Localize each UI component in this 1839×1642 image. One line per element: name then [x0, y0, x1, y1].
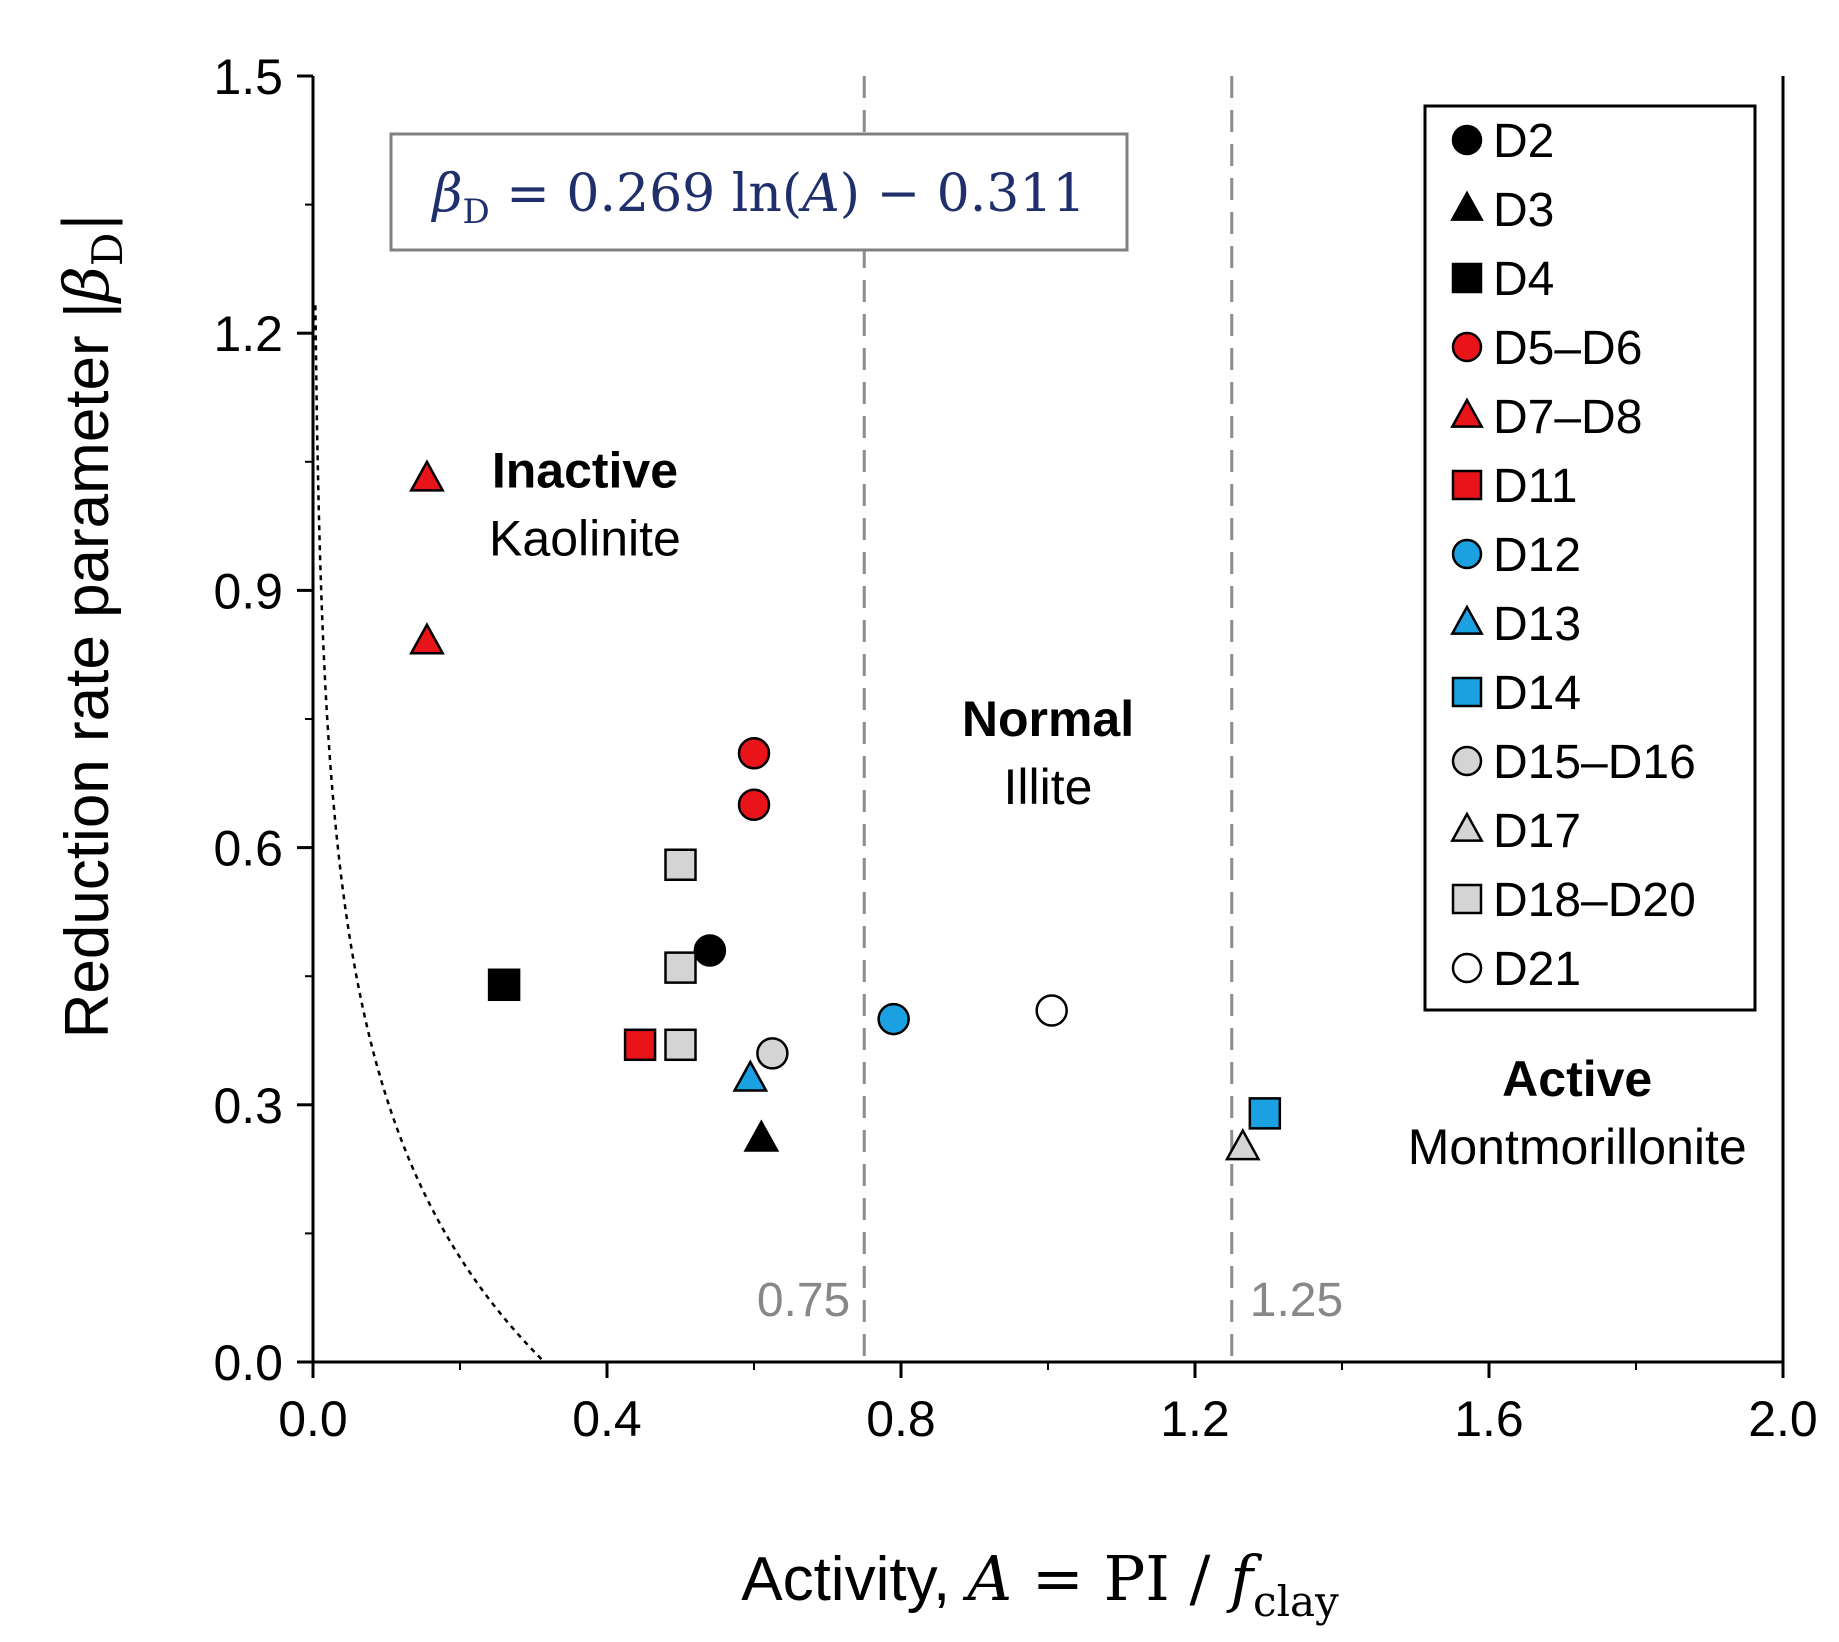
x-tick-label: 0.0 [278, 1391, 348, 1447]
y-axis-title: Reduction rate parameter |βD| [50, 212, 132, 1039]
legend-label-d14: D14 [1493, 667, 1581, 720]
point-d7-d8-2 [409, 622, 445, 655]
point-d4-1 [487, 968, 521, 1002]
equation-box: βD = 0.269 ln(A) − 0.311 [389, 132, 1129, 252]
point-d2-1 [693, 934, 727, 967]
point-d5-d6-2 [737, 788, 771, 821]
y-tick-label: 0.0 [213, 1335, 283, 1391]
legend-label-d17: D17 [1493, 805, 1581, 858]
point-d5-d6-1 [737, 737, 771, 770]
reference-label-1: 0.75 [757, 1274, 850, 1327]
point-d11-1 [623, 1028, 657, 1062]
legend: D2 D3 D4 D5–D6 D7–D8 D11 D12 D13 D14 D15–D16 D17 D1… [1423, 104, 1757, 1012]
region-normal-subtitle: Illite [1004, 759, 1093, 815]
legend-label-d7-d8: D7–D8 [1493, 391, 1642, 444]
legend-marker-d15-d16 [1451, 745, 1483, 777]
region-active-subtitle: Montmorillonite [1408, 1119, 1747, 1175]
y-tick-label: 0.6 [213, 821, 283, 877]
legend-marker-d5-d6 [1451, 331, 1483, 363]
point-d13-1 [732, 1059, 769, 1092]
plot-layer: 0.75 1.25 0.0 0.4 0.8 1.2 1.6 2.0 0.0 0.3 0.6 0.9 1.… [213, 49, 1817, 1447]
y-tick-label: 1.5 [213, 49, 283, 105]
x-tick-label: 1.6 [1454, 1391, 1524, 1447]
x-tick-label: 0.8 [866, 1391, 936, 1447]
point-d17-1 [1224, 1127, 1261, 1161]
region-active-title: Active [1502, 1051, 1652, 1107]
legend-label-d5-d6: D5–D6 [1493, 322, 1642, 375]
y-tick-label: 0.9 [213, 563, 283, 619]
point-d15-d16-1 [756, 1037, 789, 1070]
y-tick-label: 0.3 [213, 1078, 283, 1134]
region-normal-title: Normal [962, 691, 1134, 747]
legend-label-d4: D4 [1493, 253, 1554, 306]
legend-marker-d14 [1451, 676, 1483, 708]
legend-label-d2: D2 [1493, 115, 1554, 168]
x-axis-title: Activity, A = PI / fclay [741, 1542, 1339, 1626]
point-d18-d20-1 [664, 848, 697, 881]
point-d7-d8-1 [409, 459, 445, 492]
equation-text: βD = 0.269 ln(A) − 0.311 [430, 164, 1085, 232]
point-d3-1 [743, 1119, 780, 1152]
point-d14-1 [1248, 1097, 1282, 1130]
point-d12-1 [877, 1002, 910, 1036]
legend-marker-d12 [1451, 538, 1483, 570]
legend-marker-d17 [1450, 811, 1484, 842]
point-d18-d20-2 [664, 951, 697, 984]
region-inactive-subtitle: Kaolinite [489, 511, 681, 567]
x-tick-label: 0.4 [572, 1391, 642, 1447]
legend-label-d15-d16: D15–D16 [1493, 736, 1696, 789]
x-tick-label: 2.0 [1748, 1391, 1818, 1447]
y-tick-label: 1.2 [213, 306, 283, 362]
legend-label-d11: D11 [1493, 460, 1578, 513]
legend-marker-d11 [1451, 469, 1483, 501]
legend-marker-d13 [1450, 604, 1484, 635]
reference-label-2: 1.25 [1250, 1274, 1343, 1327]
legend-label-d12: D12 [1493, 529, 1581, 582]
legend-label-d13: D13 [1493, 598, 1581, 651]
x-tick-label: 1.2 [1160, 1391, 1230, 1447]
legend-label-d18-d20: D18–D20 [1493, 874, 1696, 927]
legend-marker-d2 [1451, 124, 1483, 156]
legend-marker-d4 [1451, 262, 1483, 294]
point-d21-1 [1035, 994, 1068, 1027]
legend-marker-d7-d8 [1450, 397, 1484, 428]
legend-label-d21: D21 [1493, 943, 1581, 996]
legend-marker-d21 [1451, 952, 1483, 984]
region-inactive-title: Inactive [492, 443, 678, 499]
fit-curve [314, 305, 545, 1362]
legend-marker-d3 [1450, 190, 1484, 221]
legend-marker-d18-d20 [1451, 883, 1483, 915]
legend-label-d3: D3 [1493, 184, 1554, 237]
point-d18-d20-3 [664, 1028, 697, 1062]
